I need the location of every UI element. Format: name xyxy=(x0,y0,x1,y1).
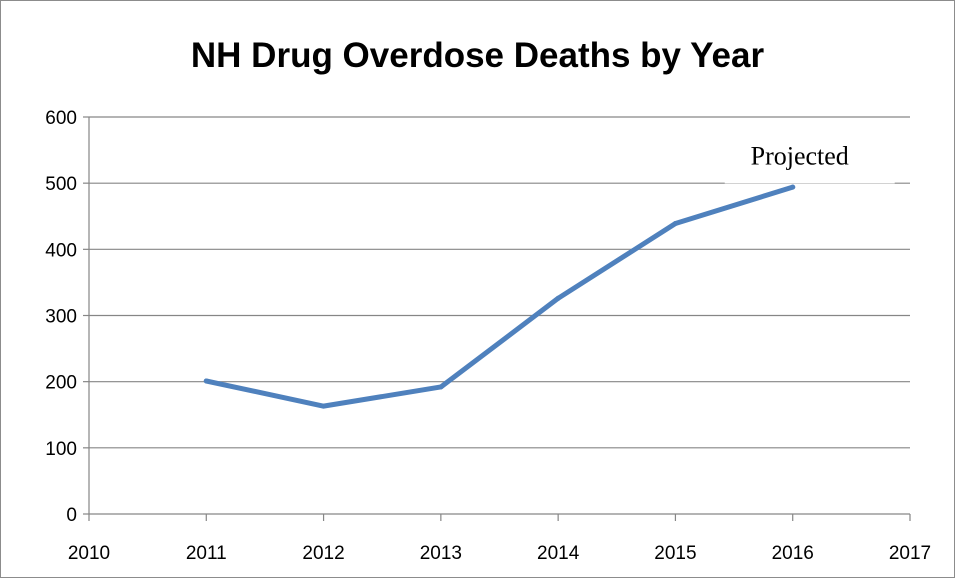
annotation-projected: Projected xyxy=(751,141,849,170)
x-tick-label-2011: 2011 xyxy=(186,543,227,564)
x-tick-label-2012: 2012 xyxy=(302,543,344,564)
data-point-2012 xyxy=(321,403,327,409)
x-tick-label-2015: 2015 xyxy=(654,543,696,564)
data-point-2013 xyxy=(438,384,444,390)
y-tick-label-300: 300 xyxy=(45,307,77,328)
y-tick-label-200: 200 xyxy=(45,373,77,394)
y-tick-label-0: 0 xyxy=(66,505,77,526)
data-point-2014 xyxy=(555,295,561,301)
series-line-0 xyxy=(203,184,796,409)
y-tick-label-100: 100 xyxy=(45,439,77,460)
x-tick-label-2016: 2016 xyxy=(772,543,814,564)
x-tick-label-2010: 2010 xyxy=(68,543,110,564)
x-tick-label-2014: 2014 xyxy=(537,543,580,564)
annotations: Projected xyxy=(724,129,895,184)
data-point-2015 xyxy=(672,221,678,227)
y-tick-label-400: 400 xyxy=(45,240,77,261)
data-point-2016 xyxy=(790,184,796,190)
chart-title: NH Drug Overdose Deaths by Year xyxy=(190,36,765,75)
y-tick-label-500: 500 xyxy=(45,174,77,195)
axes xyxy=(83,116,911,521)
x-tick-label-2017: 2017 xyxy=(889,543,931,564)
x-tick-label-2013: 2013 xyxy=(420,543,462,564)
annotation-box xyxy=(724,129,895,184)
gridlines xyxy=(89,116,910,449)
series-lines xyxy=(203,184,796,409)
y-tick-label-600: 600 xyxy=(45,108,77,129)
tick-labels: 0 100 200 300 400 500 600 2010 2011 2012 2013 2014 2… xyxy=(45,108,931,564)
data-point-2011 xyxy=(203,378,209,384)
